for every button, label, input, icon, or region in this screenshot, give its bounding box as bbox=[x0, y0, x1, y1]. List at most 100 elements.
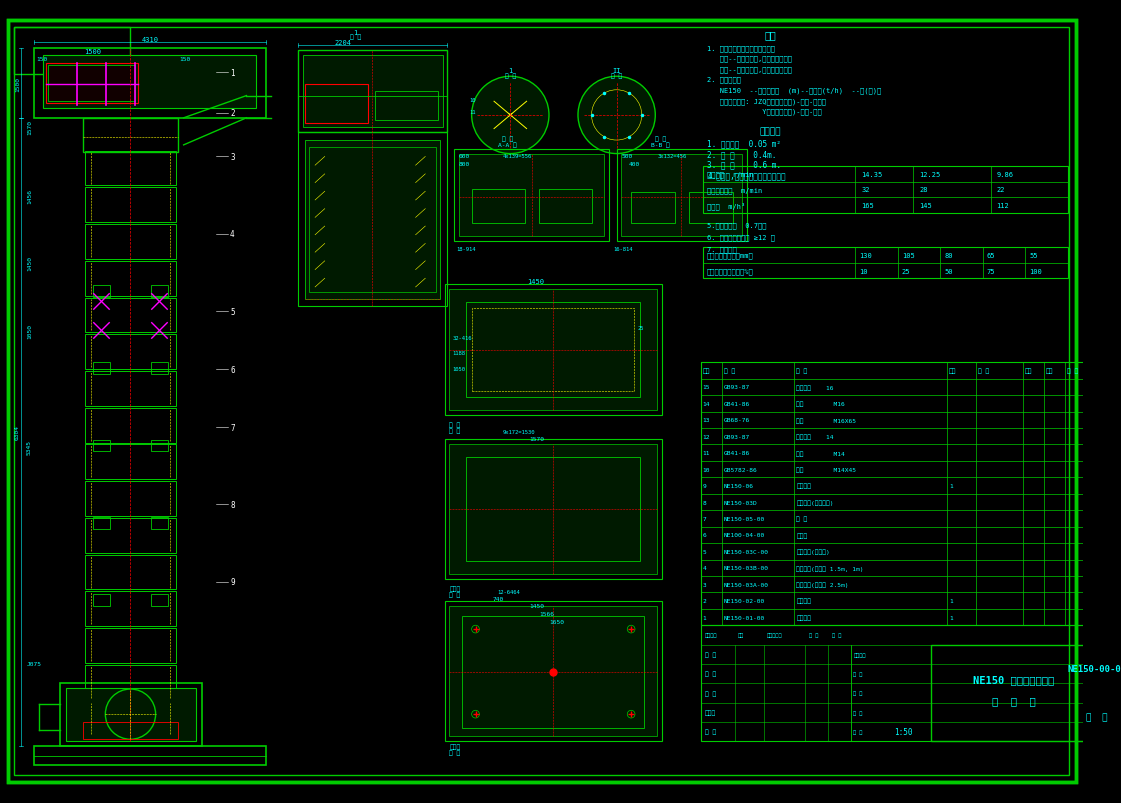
Text: 2. 标型表示法: 2. 标型表示法 bbox=[707, 77, 741, 84]
Text: 1570: 1570 bbox=[27, 120, 33, 135]
Text: 前 视: 前 视 bbox=[504, 73, 516, 79]
Circle shape bbox=[578, 77, 656, 154]
Text: Y（电动机型号)-振数-功率: Y（电动机型号)-振数-功率 bbox=[707, 108, 822, 115]
Text: 1500: 1500 bbox=[15, 76, 20, 92]
Text: 1500: 1500 bbox=[84, 49, 101, 55]
Bar bbox=[93, 286, 110, 297]
Text: 6304: 6304 bbox=[15, 425, 20, 440]
Text: 7: 7 bbox=[230, 423, 234, 432]
Text: 弹簧垫圈    14: 弹簧垫圈 14 bbox=[796, 434, 834, 439]
Bar bbox=[85, 555, 176, 589]
Text: 下罩壳组: 下罩壳组 bbox=[796, 483, 812, 489]
Bar bbox=[298, 133, 447, 307]
Bar bbox=[376, 92, 438, 120]
Text: 更改文件号: 更改文件号 bbox=[767, 633, 782, 638]
Text: 11: 11 bbox=[470, 109, 476, 114]
Text: 14.35: 14.35 bbox=[861, 172, 882, 177]
Text: 放 大: 放 大 bbox=[655, 137, 666, 141]
Bar bbox=[151, 286, 168, 297]
Text: 组  件: 组 件 bbox=[1086, 712, 1108, 722]
Bar bbox=[85, 482, 176, 516]
Bar bbox=[703, 167, 1068, 214]
Text: 标准化: 标准化 bbox=[705, 710, 716, 715]
Bar bbox=[46, 63, 138, 104]
Text: 8: 8 bbox=[703, 500, 706, 505]
Text: 数量: 数量 bbox=[949, 369, 956, 374]
Text: 驱动装置: 驱动装置 bbox=[796, 614, 812, 620]
Text: 放 大: 放 大 bbox=[450, 592, 461, 597]
Text: 上罩壳组: 上罩壳组 bbox=[796, 598, 812, 604]
Text: 1: 1 bbox=[949, 483, 953, 488]
Text: 放 大: 放 大 bbox=[502, 137, 513, 141]
Bar bbox=[93, 440, 110, 452]
Bar bbox=[617, 149, 747, 241]
Bar bbox=[151, 594, 168, 606]
Text: 总重: 总重 bbox=[1046, 369, 1054, 374]
Text: 中部机壳(带导轨): 中部机壳(带导轨) bbox=[796, 548, 831, 554]
Bar bbox=[539, 190, 593, 224]
Text: 12: 12 bbox=[703, 434, 711, 439]
Text: NE150-01-00: NE150-01-00 bbox=[724, 615, 766, 620]
Bar bbox=[44, 56, 256, 109]
Text: 740: 740 bbox=[493, 596, 504, 601]
Bar bbox=[305, 141, 439, 300]
Text: NE150-05-00: NE150-05-00 bbox=[724, 516, 766, 521]
Bar bbox=[460, 154, 604, 236]
Text: 400: 400 bbox=[628, 161, 639, 166]
Text: 螺钉        M16X65: 螺钉 M16X65 bbox=[796, 418, 856, 423]
Bar bbox=[59, 683, 202, 746]
Text: 105: 105 bbox=[901, 253, 915, 259]
Text: 1566: 1566 bbox=[539, 611, 554, 617]
Text: 10: 10 bbox=[703, 467, 711, 472]
Text: 112: 112 bbox=[997, 202, 1009, 209]
Text: 9: 9 bbox=[230, 577, 234, 586]
Text: 日 期: 日 期 bbox=[832, 633, 842, 638]
Text: 说明: 说明 bbox=[765, 30, 776, 39]
Text: GB5782-86: GB5782-86 bbox=[724, 467, 758, 472]
Text: 1: 1 bbox=[949, 615, 953, 620]
Text: 2204: 2204 bbox=[334, 40, 351, 47]
Bar bbox=[450, 444, 657, 574]
Text: 14: 14 bbox=[703, 402, 711, 406]
Text: 允许大颗粒粒度（mm）: 允许大颗粒粒度（mm） bbox=[706, 252, 753, 259]
Text: 备 注: 备 注 bbox=[1067, 369, 1078, 374]
Text: 名 称: 名 称 bbox=[796, 369, 807, 374]
Bar bbox=[703, 248, 1068, 279]
Text: 4: 4 bbox=[703, 565, 706, 570]
Text: 数量: 数量 bbox=[738, 633, 743, 638]
Text: 11: 11 bbox=[703, 450, 711, 455]
Text: 9: 9 bbox=[703, 483, 706, 488]
Text: 25: 25 bbox=[901, 268, 910, 274]
Text: NE150-00-00: NE150-00-00 bbox=[1067, 664, 1121, 674]
Circle shape bbox=[472, 77, 549, 154]
Text: 1450: 1450 bbox=[27, 256, 33, 271]
Text: 8: 8 bbox=[230, 500, 234, 509]
Text: A-A 视: A-A 视 bbox=[498, 142, 517, 148]
Bar bbox=[85, 225, 176, 259]
Bar bbox=[450, 290, 657, 410]
Text: NE150-06: NE150-06 bbox=[724, 483, 754, 488]
Text: 150: 150 bbox=[37, 57, 48, 63]
Text: 32: 32 bbox=[861, 187, 870, 193]
Text: 牵引件线速度  m/min: 牵引件线速度 m/min bbox=[706, 187, 762, 194]
Text: 4x139=556: 4x139=556 bbox=[502, 154, 531, 159]
Bar bbox=[445, 439, 663, 579]
Text: 18-914: 18-914 bbox=[456, 247, 475, 251]
Text: 16-814: 16-814 bbox=[613, 247, 633, 251]
Text: 1:50: 1:50 bbox=[895, 728, 912, 736]
Text: 中部机壳(标移节 2.5m): 中部机壳(标移节 2.5m) bbox=[796, 581, 849, 587]
Bar bbox=[621, 154, 742, 236]
Text: 12.25: 12.25 bbox=[919, 172, 941, 177]
Text: 65: 65 bbox=[986, 253, 995, 259]
Bar bbox=[85, 152, 176, 186]
Bar bbox=[445, 285, 663, 415]
Text: 4310: 4310 bbox=[141, 36, 158, 43]
Text: 1650: 1650 bbox=[549, 619, 564, 624]
Text: 165: 165 bbox=[861, 202, 874, 209]
Text: 7. 备料状态: 7. 备料状态 bbox=[707, 246, 738, 252]
Text: 设 计: 设 计 bbox=[705, 651, 716, 657]
Bar bbox=[462, 616, 643, 728]
Bar bbox=[93, 517, 110, 529]
Text: 3: 3 bbox=[230, 153, 234, 161]
Text: 投影符号: 投影符号 bbox=[853, 652, 865, 657]
